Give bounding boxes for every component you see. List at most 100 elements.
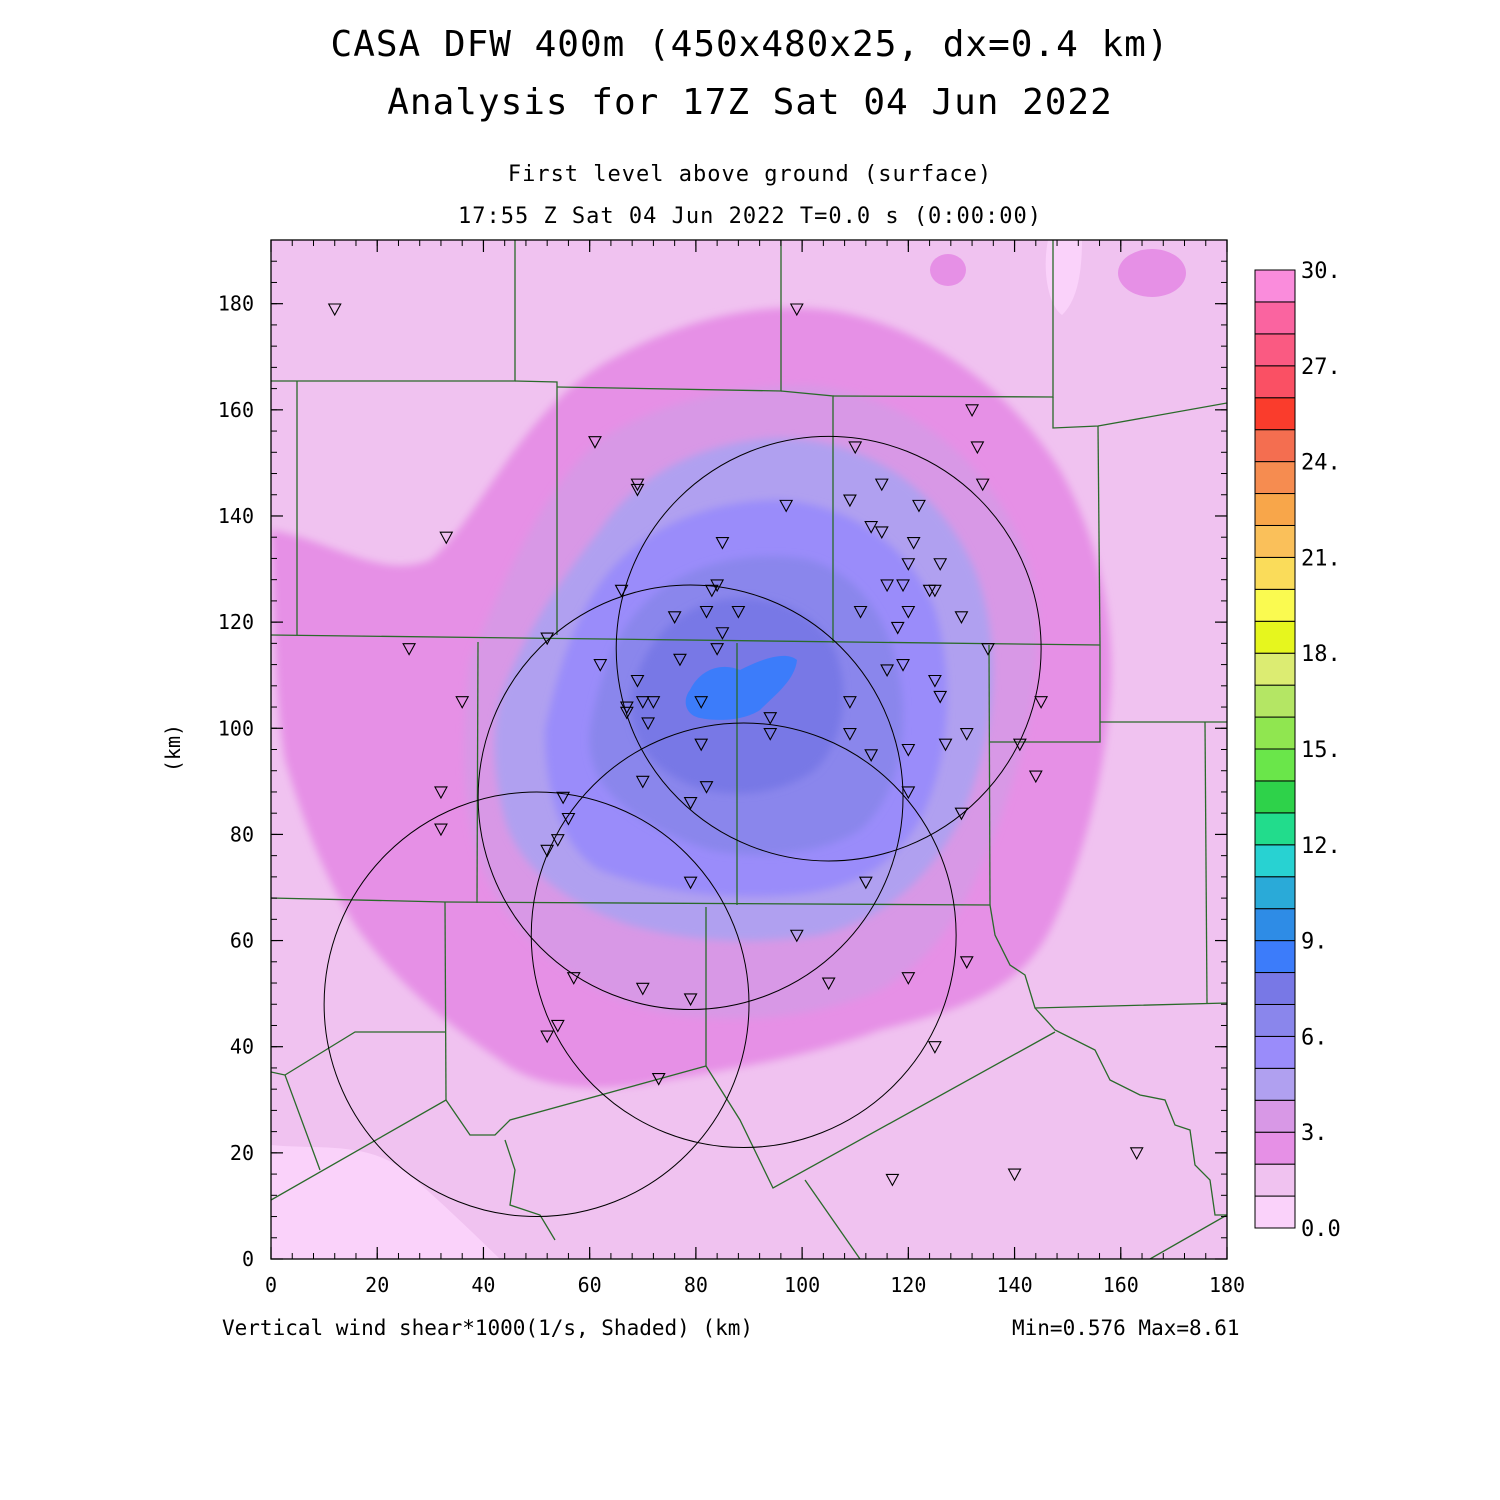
radar-rings: [323, 435, 1042, 1218]
colorbar-segment: [1254, 269, 1296, 303]
colorbar-label: 30.: [1301, 259, 1341, 284]
colorbar-segment: [1254, 397, 1296, 431]
station-marker: [896, 579, 910, 593]
station-marker: [880, 664, 895, 678]
colorbar-segment: [1254, 972, 1296, 1005]
colorbar-segment: [1254, 1099, 1296, 1133]
station-marker: [327, 303, 342, 317]
station-marker: [970, 441, 985, 455]
station-marker: [630, 483, 645, 497]
station-marker: [938, 738, 953, 752]
station-marker: [715, 536, 730, 550]
station-marker: [667, 611, 682, 624]
station-marker: [959, 728, 974, 741]
colorbar-label: 0.0: [1301, 1217, 1341, 1242]
colorbar-segment: [1254, 652, 1296, 686]
station-marker: [434, 823, 448, 837]
station-marker: [641, 717, 656, 731]
station-marker: [550, 1019, 565, 1033]
station-marker: [683, 876, 698, 890]
station-marker: [901, 972, 916, 985]
shear-field: [271, 240, 1227, 1259]
station-marker: [1028, 770, 1043, 784]
min-max-readout: Min=0.576 Max=8.61: [1012, 1316, 1240, 1340]
station-marker: [434, 786, 448, 800]
station-marker: [1129, 1147, 1144, 1160]
y-tick-label: 120: [218, 610, 254, 634]
station-marker: [402, 643, 417, 656]
radar-ring: [323, 791, 750, 1218]
x-tick-label: 160: [1103, 1273, 1139, 1297]
station-marker: [954, 807, 969, 821]
station-marker: [683, 797, 698, 810]
colorbar-segment: [1254, 365, 1296, 399]
y-tick-label: 140: [218, 504, 254, 528]
colorbar-segment: [1254, 556, 1296, 590]
station-marker: [1034, 696, 1049, 709]
station-marker: [901, 558, 916, 571]
station-marker: [683, 993, 698, 1007]
station-marker: [821, 977, 836, 991]
station-marker: [864, 521, 879, 534]
y-tick-label: 20: [230, 1141, 254, 1165]
station-marker: [975, 478, 990, 492]
station-marker: [933, 690, 948, 704]
y-axis-unit: (km): [161, 724, 185, 772]
station-marker: [673, 653, 687, 667]
x-tick-label: 100: [784, 1273, 820, 1297]
station-marker: [922, 584, 937, 598]
station-marker: [731, 605, 746, 619]
field-blob-north: [930, 254, 966, 286]
station-marker: [699, 605, 714, 619]
y-tick-label: 40: [230, 1035, 254, 1059]
y-tick-label: 0: [242, 1247, 254, 1271]
station-marker: [694, 738, 709, 752]
station-marker: [455, 696, 470, 709]
station-marker: [880, 579, 895, 593]
colorbar-segment: [1254, 1163, 1296, 1197]
colorbar-segment: [1254, 429, 1296, 463]
radar-ring: [530, 722, 957, 1149]
x-tick-label: 140: [996, 1273, 1032, 1297]
colorbar-segment: [1254, 493, 1296, 526]
colorbar-segment: [1254, 620, 1296, 654]
station-marker: [540, 632, 555, 646]
y-tick-label: 160: [218, 398, 254, 422]
radar-ring: [615, 435, 1042, 862]
colorbar-segment: [1254, 301, 1296, 335]
station-marker: [635, 982, 650, 996]
station-marker: [619, 706, 634, 720]
station-marker: [550, 834, 565, 847]
station-marker: [540, 844, 555, 858]
station-marker: [763, 728, 778, 741]
observation-stations: [327, 303, 1144, 1187]
colorbar-label: 27.: [1301, 355, 1341, 380]
x-tick-label: 20: [365, 1273, 389, 1297]
station-marker: [635, 696, 650, 709]
colorbar-segment: [1254, 908, 1296, 942]
colorbar-label: 24.: [1301, 451, 1341, 476]
colorbar-segment: [1254, 716, 1296, 750]
colorbar-segment: [1254, 1035, 1296, 1069]
station-marker: [556, 791, 571, 805]
station-marker: [864, 749, 879, 762]
station-marker: [959, 956, 974, 969]
station-marker: [874, 526, 889, 540]
station-marker: [901, 743, 916, 757]
axes: 0 20 40 60 80 100 120 140 160 180 0 20 40 60 80 100 120 1…: [218, 239, 1245, 1297]
station-marker: [439, 531, 454, 545]
x-tick-label: 120: [890, 1273, 926, 1297]
station-marker: [885, 1173, 900, 1187]
station-marker: [540, 1030, 555, 1044]
station-marker: [896, 659, 910, 672]
colorbar-segment: [1254, 1067, 1296, 1101]
station-marker: [566, 972, 581, 985]
station-marker: [927, 674, 942, 688]
colorbar-segment: [1254, 780, 1296, 814]
colorbar-segment: [1254, 524, 1296, 558]
map-title-line1: CASA DFW 400m (450x480x25, dx=0.4 km): [330, 24, 1170, 65]
x-tick-label: 60: [578, 1273, 602, 1297]
station-marker: [630, 674, 645, 688]
station-marker: [954, 611, 969, 624]
